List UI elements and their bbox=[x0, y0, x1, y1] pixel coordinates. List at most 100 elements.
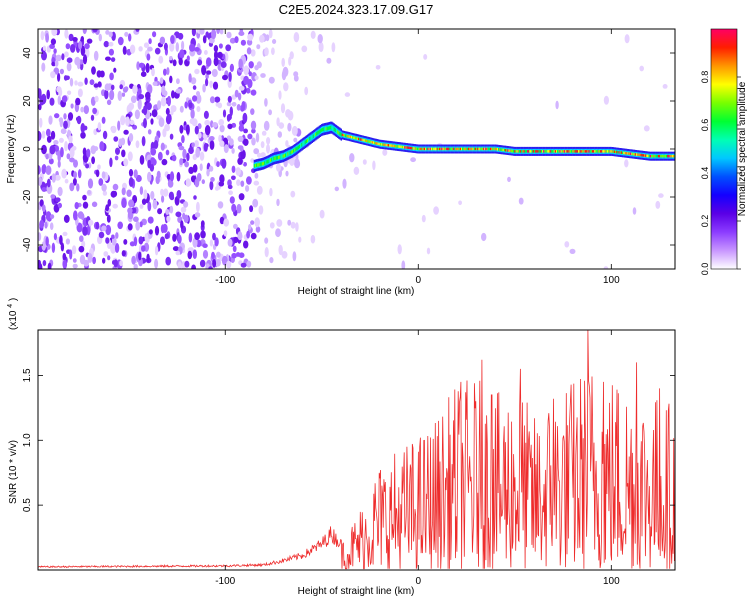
spectrogram-cell bbox=[73, 171, 77, 179]
spectrogram-cell bbox=[189, 43, 195, 52]
spectrogram-cell bbox=[169, 171, 175, 182]
spectrogram-cell bbox=[49, 43, 55, 50]
spectrogram-cell bbox=[256, 44, 261, 50]
spectrogram-cell bbox=[48, 158, 54, 165]
ridge-cell bbox=[315, 132, 317, 137]
spectrogram-cell bbox=[80, 45, 86, 56]
ridge-cell bbox=[418, 147, 420, 151]
spectrogram-cell bbox=[192, 85, 197, 90]
ridge-cell bbox=[512, 149, 514, 153]
spectrogram-cell bbox=[87, 189, 92, 195]
spectrogram-cell bbox=[82, 194, 87, 201]
ridge-cell bbox=[383, 143, 385, 146]
ridge-cell bbox=[368, 140, 370, 143]
ridge-cell bbox=[437, 147, 440, 151]
spectrogram-cell bbox=[170, 35, 175, 44]
spectrogram-cell bbox=[117, 36, 124, 46]
spectrogram-cell bbox=[176, 78, 180, 85]
spectrogram-cell bbox=[59, 68, 64, 75]
spectrogram-cell bbox=[196, 106, 201, 112]
spectrogram-cell bbox=[169, 56, 173, 61]
ridge-cell bbox=[420, 147, 422, 151]
spectrogram-cell bbox=[57, 186, 63, 197]
ridge-cell bbox=[506, 149, 508, 152]
spectrogram-cell bbox=[154, 225, 160, 236]
spectrogram-cell bbox=[227, 184, 233, 190]
ridge-cell bbox=[382, 143, 384, 146]
spectrogram-cell bbox=[285, 170, 289, 177]
spectrogram-cell bbox=[251, 128, 256, 134]
ridge-cell bbox=[440, 147, 442, 151]
ridge-cell bbox=[285, 153, 287, 157]
ridge-cell bbox=[486, 147, 488, 151]
ridge-cell bbox=[625, 152, 627, 155]
spectrogram-cell bbox=[199, 151, 205, 161]
spectrogram-cell bbox=[109, 72, 114, 81]
spectrogram-cell bbox=[180, 220, 184, 230]
spectrogram-cell bbox=[46, 178, 51, 188]
spectrogram-cell bbox=[117, 90, 123, 101]
spectrogram-cell bbox=[48, 115, 53, 125]
spectrogram-cell bbox=[139, 155, 145, 165]
ridge-cell bbox=[458, 147, 461, 151]
spectrogram-cell bbox=[220, 61, 227, 68]
spectrogram-cell bbox=[191, 264, 196, 269]
spectrogram-cell bbox=[87, 178, 94, 189]
spectrogram-cell bbox=[69, 157, 75, 163]
spectrogram-cell bbox=[238, 124, 245, 132]
spectrogram-cell bbox=[105, 224, 112, 236]
spectrogram-cell bbox=[175, 42, 179, 52]
spectrogram-cell bbox=[105, 237, 110, 244]
spectrogram-cell bbox=[250, 158, 255, 163]
spectrogram-cell bbox=[82, 201, 89, 209]
spectrogram-cell bbox=[234, 89, 239, 98]
ridge-cell bbox=[348, 135, 351, 138]
spectrogram-cell bbox=[77, 88, 83, 98]
spectrogram-cell bbox=[104, 89, 109, 100]
spectrogram-cell bbox=[99, 141, 105, 151]
spectrogram-cell bbox=[202, 243, 208, 248]
spectrogram-cell bbox=[178, 145, 185, 151]
spectrogram-cell bbox=[231, 175, 236, 181]
ridge-cell bbox=[490, 147, 492, 151]
ridge-cell bbox=[454, 147, 456, 151]
snr-y-ticks: 0.5 1.0 1.5 bbox=[22, 368, 675, 512]
spectrogram-cell bbox=[41, 241, 46, 251]
spectrogram-cell bbox=[80, 36, 85, 42]
ridge-cell bbox=[340, 132, 342, 137]
ridge-cell bbox=[521, 150, 523, 153]
spectrogram-cell bbox=[53, 233, 58, 241]
ridge-cell bbox=[544, 150, 546, 153]
ridge-cell bbox=[543, 150, 545, 153]
spectrogram-cell bbox=[83, 125, 88, 131]
spectrogram-cell bbox=[223, 218, 230, 227]
spectrogram-cell bbox=[156, 170, 161, 179]
spectrogram-cell bbox=[55, 54, 62, 62]
x-tick-label: -100 bbox=[215, 275, 235, 286]
spectrogram-cell bbox=[285, 109, 291, 118]
ridge-cell bbox=[530, 150, 532, 153]
spectrogram-cell bbox=[208, 165, 214, 172]
spectrogram-cell bbox=[98, 178, 104, 186]
spectrogram-cell bbox=[281, 251, 288, 259]
ridge-cell bbox=[514, 150, 516, 153]
spectrogram-cell bbox=[180, 206, 187, 213]
spectrogram-y-ticks: -40 -20 0 20 40 bbox=[22, 47, 675, 252]
ridge-cell bbox=[450, 147, 452, 151]
spectrogram-cell bbox=[49, 145, 56, 155]
spectrogram-cell bbox=[221, 255, 228, 266]
spectrogram-cell bbox=[146, 102, 152, 111]
spectrogram-cell bbox=[232, 245, 237, 252]
spectrogram-cell bbox=[263, 120, 270, 131]
spectrogram-cell bbox=[149, 164, 155, 172]
spectrogram-cell bbox=[76, 183, 80, 192]
spectrogram-cell bbox=[179, 124, 184, 134]
ridge-cell bbox=[579, 150, 581, 153]
ridge-cell bbox=[320, 128, 323, 132]
spectrogram-cell bbox=[247, 33, 254, 41]
spectrogram-cell bbox=[166, 215, 171, 222]
snr-y-scale-label: (x10 4 ) bbox=[7, 298, 19, 330]
ridge-cell bbox=[446, 147, 448, 151]
spectrogram-cell bbox=[179, 49, 185, 59]
spectrogram-cell bbox=[228, 190, 234, 195]
